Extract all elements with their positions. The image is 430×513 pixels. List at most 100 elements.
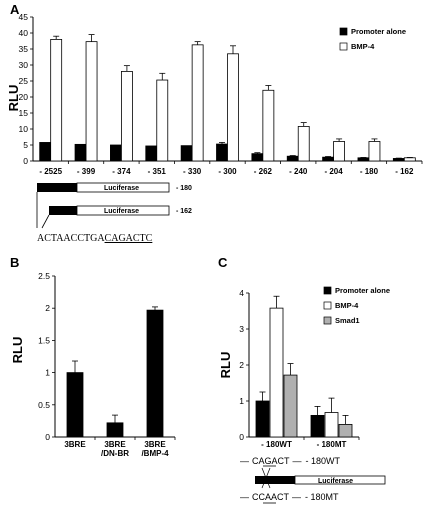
panel-a-bar [216, 143, 228, 162]
c-luciferase-label: Luciferase [318, 478, 353, 485]
panel-a-xtick-label: - 330 [183, 167, 202, 176]
panel-b-ytick-label: 2 [45, 303, 50, 313]
panel-c-xtick-label: - 180WT [261, 440, 292, 449]
promoter-block-180 [37, 183, 77, 192]
panel-c-legend-label: BMP-4 [335, 301, 359, 310]
panel-c-legend: Promoter alone BMP-4 Smad1 [323, 286, 390, 325]
panel-a-xtick-label: - 180 [360, 167, 379, 176]
panel-a-ytick-label: 45 [19, 12, 29, 22]
panel-a-ytick-label: 5 [23, 140, 28, 150]
panel-c-legend-swatch [323, 301, 332, 310]
panel-c-legend-label: Promoter alone [335, 286, 390, 295]
promoter-block-162 [49, 206, 77, 215]
panel-a-bar [85, 41, 98, 162]
panel-c-letter: C [218, 255, 228, 270]
panel-a-bar [227, 53, 239, 162]
panel-a-ytick-label: 35 [19, 44, 29, 54]
panel-c-legend-swatch [323, 286, 332, 295]
panel-c-bar [338, 423, 353, 438]
panel-b-xtick-label: 3BRE [144, 440, 166, 449]
c-promoter-block [255, 476, 295, 484]
luciferase-label-180: Luciferase [104, 185, 139, 192]
panel-c-ytick-label: 3 [239, 324, 244, 334]
panel-a-xtick-label: - 351 [148, 167, 167, 176]
panel-a-ytick-label: 40 [19, 28, 29, 38]
wt-label: - 180WT [306, 456, 341, 466]
panel-c-xtick-label: - 180MT [317, 440, 347, 449]
panel-a-bar [368, 141, 381, 162]
panel-b-bar [146, 309, 164, 438]
panel-a-bar [121, 71, 133, 162]
panel-a-xtick-label: - 262 [254, 167, 273, 176]
luciferase-box-180 [76, 182, 170, 193]
panel-b-ytick-label: 0 [45, 432, 50, 442]
panel-a-bar [110, 144, 122, 162]
panel-b-ytick-label: 0.5 [38, 400, 50, 410]
panel-b-bar [66, 372, 84, 438]
wt-dash-right: — [293, 456, 302, 466]
panel-a-bar [156, 79, 169, 162]
construct-tag-162: - 162 [176, 208, 192, 215]
panel-a-bar [333, 141, 345, 162]
panel-a-bar [251, 153, 264, 162]
panel-a-legend-label: BMP-4 [351, 42, 375, 51]
panel-a-bar [357, 157, 370, 162]
panel-a-letter: A [10, 2, 20, 17]
panel-a-bar [39, 142, 52, 162]
panel-c-chart: RLU 0 1 2 3 4 - 180WT - 180MT [218, 288, 360, 449]
mt-dash-right: — [292, 492, 301, 502]
panel-a-legend-label: Promoter alone [351, 27, 406, 36]
panel-a-legend-swatch [339, 42, 348, 51]
panel-a-bar [50, 39, 63, 162]
c-luciferase-box [294, 475, 386, 485]
panel-a-constructs: Luciferase - 180 Luciferase - 162 ACTAAC… [36, 182, 192, 244]
panel-a-bar [286, 155, 299, 162]
panel-c-ytick-label: 2 [239, 360, 244, 370]
panel-b-letter: B [10, 255, 19, 270]
panel-a-ytick-label: 25 [19, 76, 29, 86]
panel-b-ylabel: RLU [10, 337, 25, 364]
panel-c-ylabel: RLU [218, 352, 233, 379]
panel-a-legend: Promoter alone BMP-4 [339, 27, 406, 51]
panel-b-bar [106, 422, 124, 438]
panel-a-xtick-label: - 300 [218, 167, 237, 176]
mt-sequence: CCAACT [252, 492, 290, 502]
panel-c-ytick-label: 4 [239, 288, 244, 298]
luciferase-label-162: Luciferase [104, 208, 139, 215]
sequence-prefix: ACTAACCTGA [37, 233, 105, 244]
panel-a-ylabel: RLU [6, 85, 21, 112]
panel-a-bar [322, 156, 334, 162]
panel-c-bar [324, 412, 339, 438]
pointer-line-162 [41, 214, 50, 229]
panel-b-xtick-label: /DN-BR [101, 449, 129, 458]
panel-c-ytick-label: 0 [239, 432, 244, 442]
panel-b-ytick-label: 1.5 [38, 335, 50, 345]
dna-sequence: ACTAACCTGACAGACTC [37, 233, 153, 244]
panel-a-bar [297, 126, 310, 162]
panel-b-xtick-label: 3BRE [104, 440, 126, 449]
panel-a-ytick-label: 10 [19, 124, 29, 134]
panel-a-chart: RLU 0 5 10 15 20 25 30 35 40 45 - 2525 - 399 - 374 - … [6, 12, 423, 176]
luciferase-box-162 [76, 205, 170, 216]
panel-a-bar [191, 44, 204, 162]
panel-c-bar [255, 400, 270, 438]
panel-b-ytick-label: 1 [45, 368, 50, 378]
panel-b-ytick-label: 2.5 [38, 271, 50, 281]
panel-c-legend-label: Smad1 [335, 316, 360, 325]
sequence-underlined: CAGACTC [105, 233, 153, 244]
panel-a-xtick-label: - 204 [324, 167, 343, 176]
wt-sequence-line: — CAGACT — - 180WT [240, 456, 341, 466]
panel-c-bar [310, 414, 325, 438]
panel-b-xtick-label: /BMP-4 [141, 449, 169, 458]
panel-a-xtick-label: - 240 [289, 167, 308, 176]
panel-a-xtick-label: - 374 [112, 167, 131, 176]
panel-a-ytick-label: 30 [19, 60, 29, 70]
panel-a-xtick-label: - 2525 [39, 167, 62, 176]
panel-c-ytick-label: 1 [239, 396, 244, 406]
panel-a-legend-swatch [339, 27, 348, 36]
construct-tag-180: - 180 [176, 185, 192, 192]
panel-a-ytick-label: 15 [19, 108, 29, 118]
panel-a-xtick-label: - 162 [395, 167, 414, 176]
